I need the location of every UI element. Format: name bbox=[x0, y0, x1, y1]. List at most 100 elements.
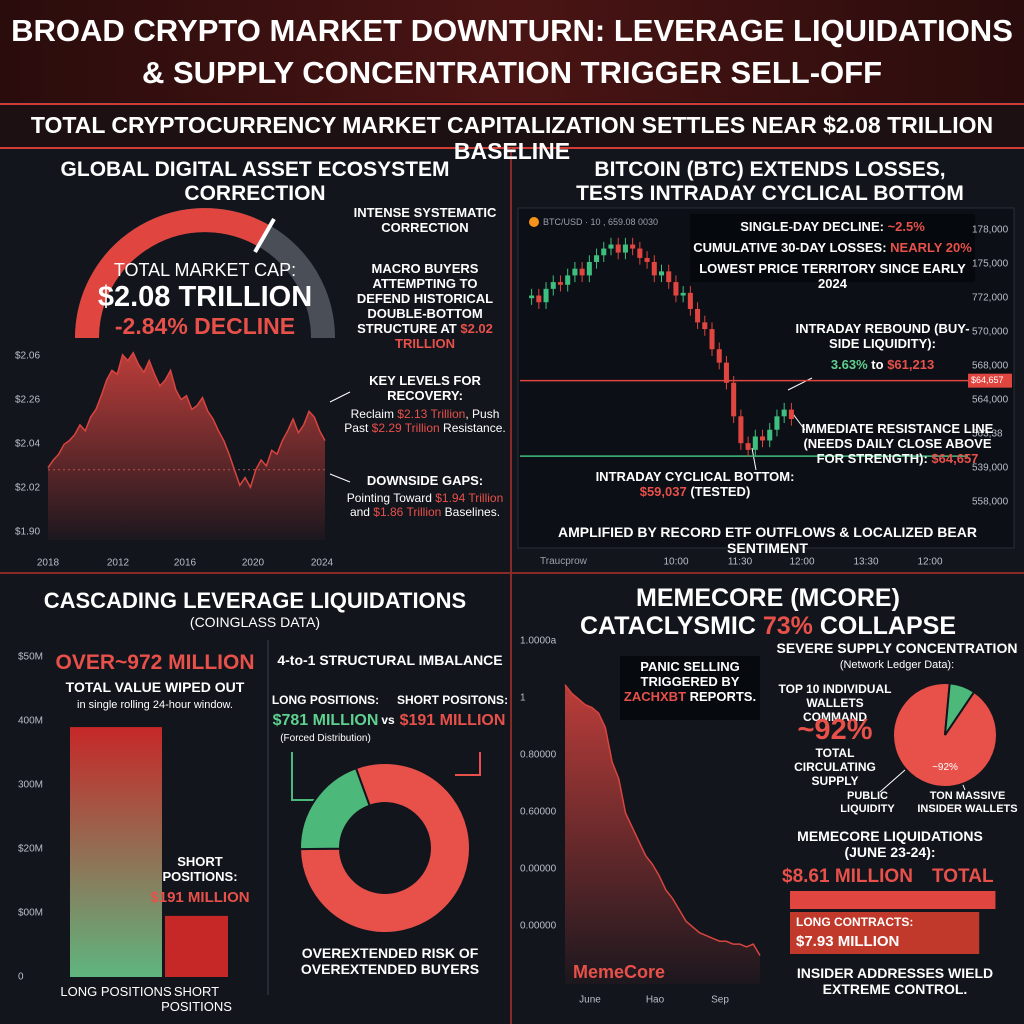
note: LOWEST PRICE TERRITORY SINCE EARLY 2024 bbox=[690, 261, 975, 292]
gauge-change: -2.84% DECLINE bbox=[114, 313, 296, 339]
y-tick-label: 570,000 bbox=[972, 327, 1009, 338]
candle-body bbox=[781, 409, 787, 417]
pointer bbox=[329, 473, 351, 483]
headline: OVER~972 MILLION bbox=[55, 651, 255, 674]
header-bg bbox=[0, 0, 1024, 102]
candle-body bbox=[752, 436, 758, 450]
note: DOWNSIDE GAPS: bbox=[345, 473, 505, 489]
x-tick-label: Sep bbox=[711, 995, 729, 1006]
bar bbox=[70, 727, 162, 977]
line bbox=[47, 351, 326, 490]
x-tick-label: Hao bbox=[646, 995, 665, 1006]
candle-body bbox=[615, 244, 621, 253]
text-segment: Reclaim bbox=[350, 407, 398, 421]
text-segment: $1.86 Trillion bbox=[373, 504, 442, 519]
y-tick-label: $2.26 bbox=[15, 395, 40, 406]
price-tag bbox=[968, 373, 1012, 388]
btc-icon bbox=[529, 217, 539, 227]
supply-source: (Network Ledger Data): bbox=[839, 659, 955, 671]
candle-body bbox=[731, 382, 737, 417]
candle-body bbox=[608, 244, 614, 249]
x-tick-label: 2012 bbox=[107, 558, 130, 569]
footer: AMPLIFIED BY RECORD ETF OUTFLOWS & LOCAL… bbox=[558, 524, 977, 557]
area-fill bbox=[565, 684, 760, 984]
candle-body bbox=[557, 282, 563, 285]
text-segment: and bbox=[349, 504, 374, 519]
note: Reclaim $2.13 Trillion, Push Past $2.29 … bbox=[340, 407, 510, 436]
bar bbox=[165, 915, 228, 977]
x-tick-label: 10:00 bbox=[663, 557, 688, 568]
panel-title: GLOBAL DIGITAL ASSET ECOSYSTEM CORRECTIO… bbox=[60, 158, 450, 206]
supply-lead: TOP 10 INDIVIDUAL WALLETS COMMAND bbox=[778, 682, 892, 724]
text-segment: CATACLYSMIC bbox=[580, 612, 763, 640]
text-segment: , Push Past bbox=[344, 407, 500, 435]
y-tick-label: 563,38 bbox=[972, 429, 1003, 440]
candle-body bbox=[543, 288, 549, 303]
text-segment: $64,657 bbox=[931, 450, 979, 466]
candle-body bbox=[745, 443, 751, 450]
x-tick-label: 11:30 bbox=[728, 557, 753, 568]
y-tick-label: 558,000 bbox=[972, 497, 1009, 508]
text-segment: Pointing Toward bbox=[346, 491, 436, 505]
panel-title: MEMECORE (MCORE) bbox=[636, 584, 900, 612]
text-segment: INTRADAY REBOUND (BUY-SIDE LIQUIDITY): bbox=[795, 321, 970, 351]
x-tick-label: LONG POSITIONS bbox=[60, 984, 172, 999]
text-segment: to bbox=[867, 357, 888, 372]
candle-body bbox=[586, 261, 592, 276]
candle-body bbox=[601, 248, 607, 256]
text-segment: CUMULATIVE 30-DAY LOSSES: bbox=[693, 240, 891, 255]
candle-body bbox=[529, 295, 535, 299]
line bbox=[564, 684, 761, 956]
candle-body bbox=[565, 275, 571, 285]
x-tick-label: 2016 bbox=[174, 558, 197, 569]
forced: (Forced Distribution) bbox=[280, 733, 371, 744]
gauge-value: $2.08 TRILLION bbox=[97, 281, 313, 313]
gauge-fill bbox=[75, 208, 270, 339]
x-tick-label: 2018 bbox=[37, 558, 60, 569]
y-tick-label: 1.0000a bbox=[520, 636, 557, 647]
text-segment: SINGLE-DAY DECLINE: bbox=[740, 219, 888, 234]
text-segment: $2.02 TRILLION bbox=[395, 320, 493, 351]
footer: OVEREXTENDED RISK OF OVEREXTENDED BUYERS bbox=[300, 945, 480, 978]
y-tick-label: 0.60000 bbox=[520, 807, 557, 818]
bar bbox=[790, 912, 980, 954]
slice bbox=[298, 762, 471, 934]
text-segment: Resistance. bbox=[439, 420, 506, 435]
text-segment: ~2.5% bbox=[887, 219, 925, 234]
bracket bbox=[455, 752, 481, 776]
slice bbox=[299, 766, 371, 851]
text-segment: (TESTED) bbox=[686, 483, 751, 499]
note: INTRADAY REBOUND (BUY-SIDE LIQUIDITY): bbox=[795, 321, 970, 352]
candle-body bbox=[695, 308, 701, 323]
y-tick-label: 0.00000 bbox=[520, 921, 557, 932]
note: KEY LEVELS FOR RECOVERY: bbox=[345, 373, 505, 404]
value-label-suffix: TOTAL bbox=[932, 866, 994, 887]
subtitle: TOTAL CRYPTOCURRENCY MARKET CAPITALIZATI… bbox=[30, 112, 994, 165]
note-box bbox=[690, 214, 975, 282]
value-label: $8.61 MILLION bbox=[782, 866, 913, 887]
note: SINGLE-DAY DECLINE: ~2.5% bbox=[690, 219, 975, 235]
y-tick-label: $2.02 bbox=[15, 483, 40, 494]
pointer bbox=[329, 391, 351, 403]
candle-body bbox=[673, 282, 679, 296]
candle-body bbox=[702, 322, 708, 330]
y-tick-label: 175,000 bbox=[972, 259, 1009, 270]
y-tick-label: $20M bbox=[18, 844, 43, 855]
candle-body bbox=[644, 257, 650, 262]
note-box bbox=[620, 656, 760, 720]
text-segment: MACRO BUYERS ATTEMPTING TO DEFEND HISTOR… bbox=[356, 261, 494, 336]
bar bbox=[790, 891, 996, 909]
vs: vs bbox=[381, 713, 395, 727]
x-tick-label: 12:00 bbox=[917, 557, 942, 568]
candle-body bbox=[594, 255, 600, 262]
text-segment: $2.13 Trillion bbox=[397, 407, 466, 421]
note: PANIC SELLING TRIGGERED BY ZACHXBT REPOR… bbox=[622, 659, 758, 705]
text-segment: NEARLY 20% bbox=[890, 240, 972, 255]
y-tick-label: 300M bbox=[18, 780, 43, 791]
candle-body bbox=[680, 292, 686, 296]
y-tick-label: 0.80000 bbox=[520, 750, 557, 761]
candle-body bbox=[666, 271, 672, 283]
x-tick-label: 13:30 bbox=[853, 557, 878, 568]
y-tick-label: $1.90 bbox=[15, 527, 40, 538]
text-segment: REPORTS. bbox=[686, 688, 757, 704]
